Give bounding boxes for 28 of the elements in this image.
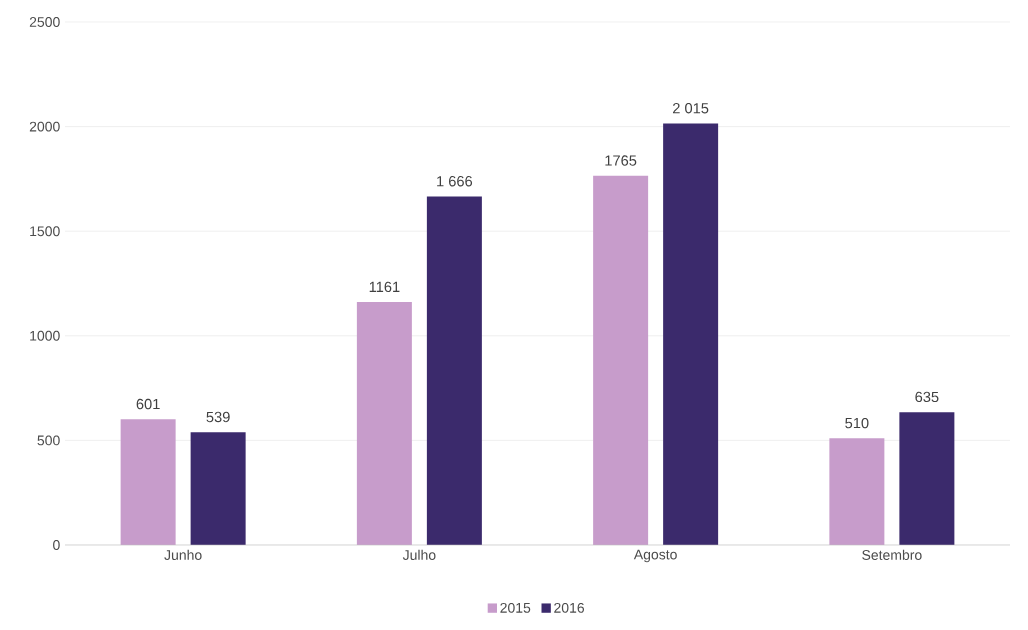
y-tick-label: 0 xyxy=(53,540,60,550)
x-tick-label: Agosto xyxy=(633,549,677,563)
data-label: 539 xyxy=(206,411,230,423)
legend-label: 2016 xyxy=(554,602,585,613)
data-label: 1 666 xyxy=(437,176,473,187)
bar xyxy=(190,432,246,545)
bar xyxy=(829,438,885,545)
data-label: 2 015 xyxy=(673,103,709,114)
x-tick-label: Julho xyxy=(402,549,436,560)
y-tick-label: 500 xyxy=(37,435,60,446)
data-label: 635 xyxy=(915,391,939,403)
data-label: 510 xyxy=(845,417,869,429)
x-tick-label: Junho xyxy=(164,549,202,560)
bar xyxy=(426,196,482,545)
x-tick-label: Setembro xyxy=(862,549,922,560)
y-tick-label: 1500 xyxy=(30,226,60,237)
data-label: 1161 xyxy=(369,281,400,293)
bar xyxy=(120,419,176,545)
legend-label: 2015 xyxy=(500,602,531,613)
data-label: 601 xyxy=(136,398,160,410)
y-tick-label: 1000 xyxy=(30,330,60,341)
y-tick-label: 2000 xyxy=(29,121,60,132)
data-label: 1765 xyxy=(605,155,637,166)
bar xyxy=(899,412,955,545)
bar xyxy=(593,175,649,545)
y-tick-label: 2500 xyxy=(29,17,60,27)
bar xyxy=(663,123,719,545)
bar xyxy=(356,302,412,545)
